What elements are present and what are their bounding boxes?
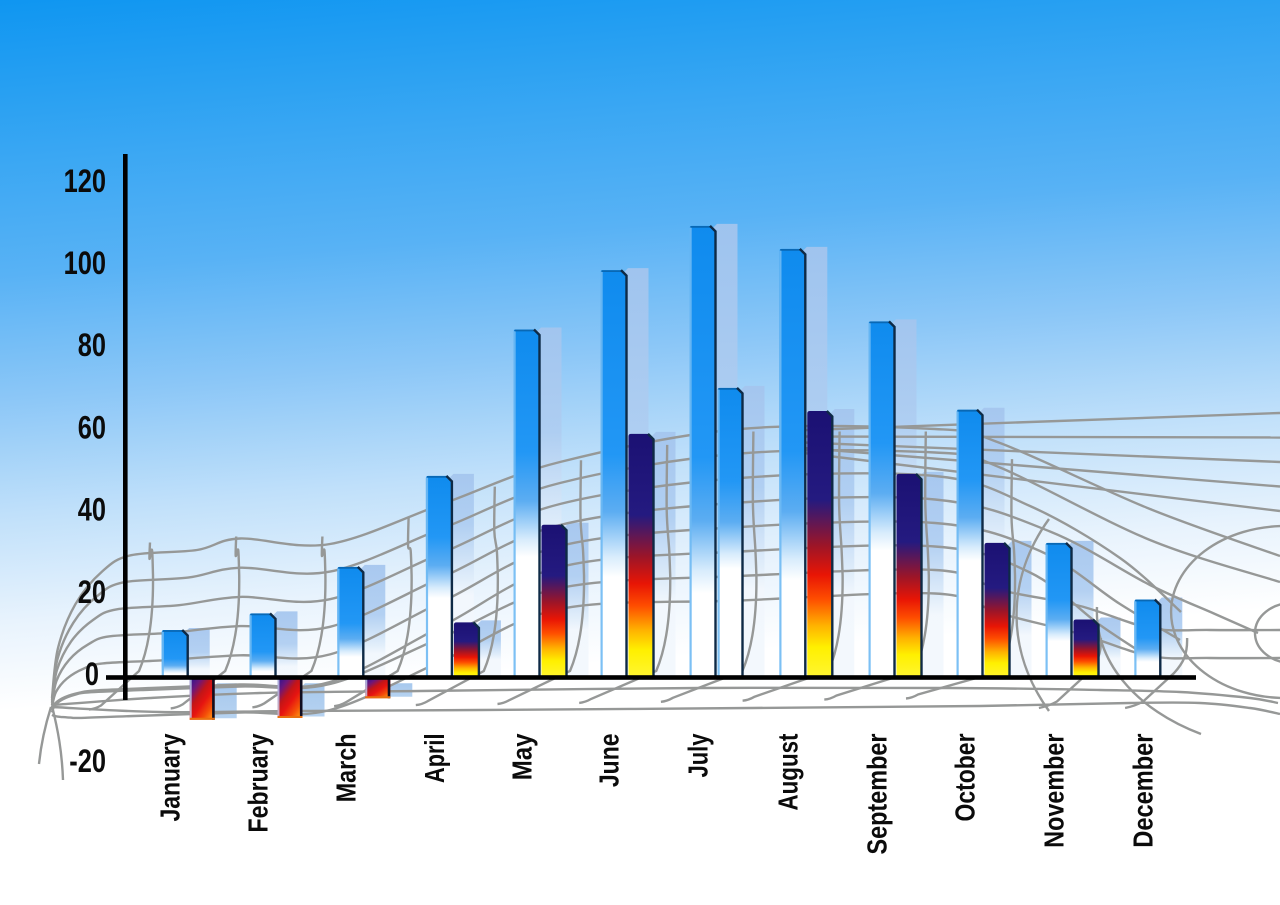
svg-text:September: September [862,733,893,854]
svg-text:October: October [950,733,981,821]
svg-text:60: 60 [78,408,106,445]
svg-text:February: February [243,733,274,833]
svg-text:November: November [1039,733,1070,847]
svg-text:May: May [507,733,538,780]
svg-text:June: June [594,734,625,788]
svg-text:120: 120 [64,162,106,199]
svg-text:July: July [683,733,714,778]
svg-text:80: 80 [78,326,106,363]
svg-text:40: 40 [78,491,106,528]
svg-text:-20: -20 [69,742,106,779]
svg-text:20: 20 [78,573,106,610]
svg-text:March: March [330,734,361,803]
svg-text:August: August [772,734,803,811]
svg-text:April: April [419,734,450,784]
svg-text:0: 0 [85,655,99,692]
svg-text:December: December [1127,733,1158,847]
svg-text:100: 100 [64,244,106,281]
svg-text:January: January [155,733,186,822]
